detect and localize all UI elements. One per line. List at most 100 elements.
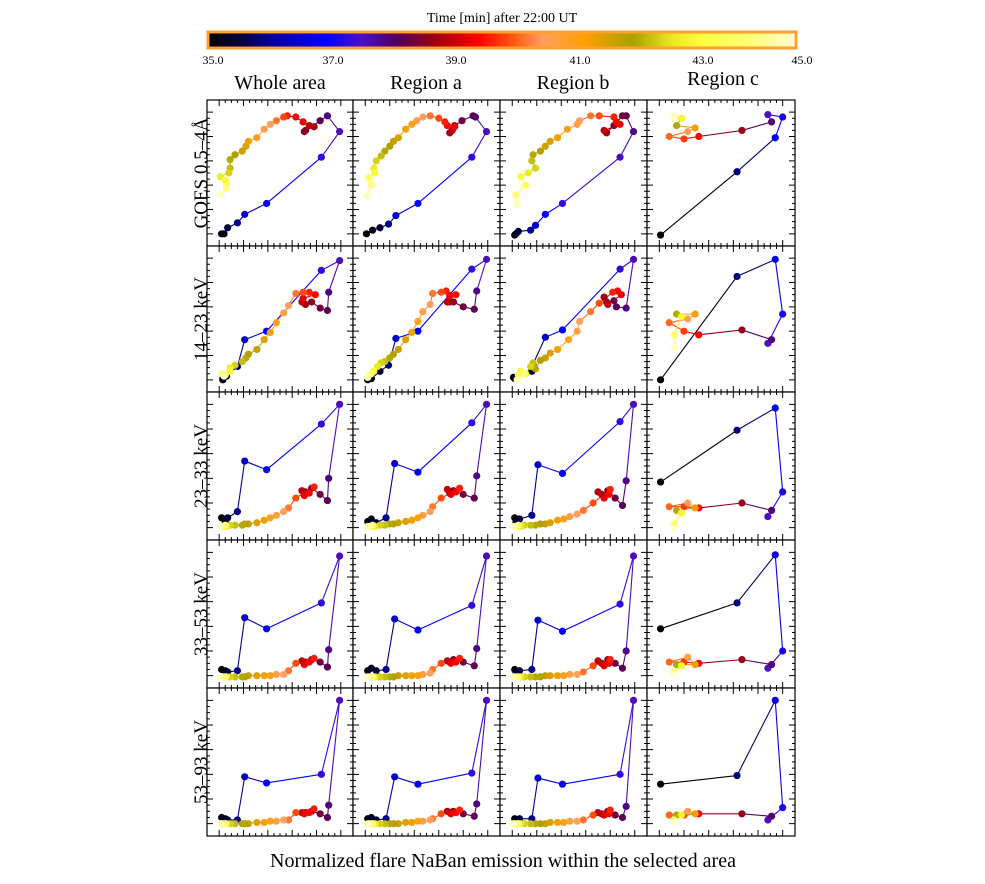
data-point (767, 118, 776, 126)
data-point (560, 672, 568, 680)
data-point (316, 658, 324, 666)
trajectory-segment (736, 554, 776, 604)
data-point (216, 522, 224, 531)
panel-3-1 (352, 539, 501, 689)
data-point (553, 345, 562, 354)
data-point (595, 112, 603, 120)
trajectory-segment (320, 403, 341, 425)
trajectory-segment (244, 776, 267, 784)
data-point (534, 616, 542, 624)
data-point (680, 135, 688, 143)
data-point (455, 484, 464, 492)
data-point (767, 336, 776, 344)
data-point (364, 522, 372, 531)
data-point (316, 117, 324, 125)
trajectory-segment (417, 422, 473, 473)
axis-ticks (647, 100, 795, 246)
trajectory-segment (417, 772, 472, 785)
trajectory-segment (741, 329, 772, 341)
trajectory-segment (562, 773, 621, 785)
data-point (260, 672, 268, 680)
panel-frame (646, 245, 796, 393)
data-point (691, 660, 699, 669)
data-point (622, 647, 630, 655)
data-point (541, 210, 549, 218)
data-point (241, 210, 249, 218)
data-point (509, 820, 518, 828)
data-point (429, 289, 437, 298)
data-point (670, 331, 678, 339)
trajectory-segment (660, 276, 738, 381)
data-point (414, 817, 422, 825)
data-point (733, 599, 741, 607)
data-point (470, 305, 478, 313)
data-point (514, 227, 522, 235)
data-point (558, 780, 567, 788)
data-point (394, 345, 402, 354)
data-point (426, 669, 434, 677)
trajectory-segment (385, 618, 396, 670)
data-point (266, 817, 274, 825)
data-point (560, 515, 568, 523)
data-point (437, 659, 445, 667)
trajectory-segment (326, 478, 330, 501)
panel-3-2 (499, 539, 648, 689)
data-point (435, 114, 443, 122)
data-point (238, 820, 246, 828)
panel-frame (646, 391, 796, 541)
data-point (553, 672, 562, 680)
data-point (527, 362, 535, 371)
data-point (738, 326, 746, 334)
data-point (684, 128, 692, 136)
data-point (618, 501, 627, 510)
data-point (437, 288, 445, 296)
data-point (670, 520, 678, 528)
trajectory-segment (471, 555, 488, 606)
data-point (516, 667, 524, 675)
panel-0-1 (352, 99, 501, 247)
data-point (336, 128, 344, 136)
data-point (426, 112, 434, 120)
column-titles: Whole area Region a Region b Region c (234, 68, 759, 94)
trajectory-segment (236, 460, 246, 512)
data-point (336, 552, 344, 560)
data-point (470, 812, 478, 820)
colorbar-tick-label: 37.0 (323, 53, 344, 67)
data-point (771, 255, 779, 263)
data-point (263, 779, 271, 787)
trajectory-segment (660, 602, 738, 630)
data-point (266, 672, 274, 680)
panel-1-1 (352, 245, 501, 393)
data-point (441, 118, 449, 126)
panel-4-3 (646, 687, 796, 837)
data-point (372, 667, 380, 675)
data-point (473, 644, 481, 653)
trajectory-segment (394, 776, 419, 785)
trajectory-segment (531, 620, 539, 670)
data-point (220, 372, 228, 380)
trajectory-segment (395, 202, 419, 217)
data-point (323, 496, 332, 505)
column-title-region-b: Region b (537, 72, 610, 94)
data-point (558, 199, 567, 208)
panel-frame (499, 99, 648, 247)
data-point (220, 230, 228, 238)
data-point (528, 511, 536, 519)
axis-ticks (207, 688, 353, 836)
data-point (325, 646, 333, 654)
data-point (629, 400, 638, 408)
data-point (560, 818, 568, 827)
data-point (536, 147, 545, 155)
panel-2-2 (499, 391, 648, 541)
panel-4-1 (352, 687, 501, 837)
data-point (738, 499, 746, 507)
trajectory-segment (417, 604, 473, 631)
trajectory-segment (476, 700, 488, 804)
data-point (665, 503, 673, 511)
data-point (684, 499, 692, 507)
data-point (595, 299, 603, 307)
data-point (616, 153, 624, 161)
data-point (771, 134, 779, 142)
trajectory-segment (562, 156, 621, 204)
data-point (691, 504, 699, 512)
